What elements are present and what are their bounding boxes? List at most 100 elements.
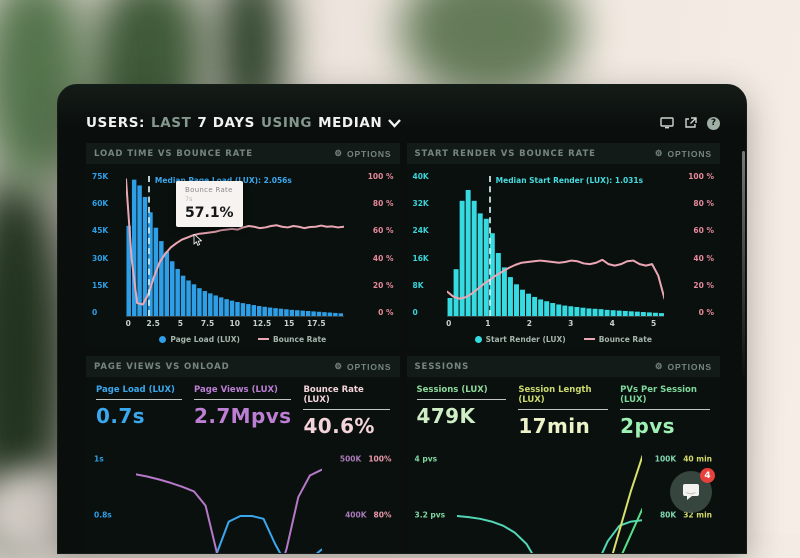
y-tick: 8K <box>412 280 424 290</box>
y-axis-right: 100 % 80 % 60 % 40 % 20 % 0 % <box>668 172 714 317</box>
y-tick: 60 % <box>693 226 714 236</box>
y-tick: 15K <box>92 280 109 290</box>
y-tick: 0.8s <box>94 510 112 520</box>
median-line <box>489 176 492 316</box>
metric: Page Load (LUX) 0.7s <box>96 385 183 438</box>
options-button[interactable]: ⚙ OPTIONS <box>334 148 392 159</box>
metric-value: 0.7s <box>96 404 145 428</box>
panel-header: PAGE VIEWS VS ONLOAD ⚙ OPTIONS <box>86 356 400 377</box>
y-tick: 16K <box>412 253 429 263</box>
display-icon[interactable] <box>659 117 674 130</box>
x-tick: 12.5 <box>252 319 272 328</box>
panel-grid: LOAD TIME VS BOUNCE RATE ⚙ OPTIONS 75K 6… <box>86 143 720 553</box>
x-tick: 5 <box>177 319 183 328</box>
y-tick-pair: 500K 100% <box>339 454 392 464</box>
help-icon[interactable]: ? <box>707 116 720 130</box>
legend-item: Page Load (LUX) <box>159 335 240 344</box>
panel-header: START RENDER VS BOUNCE RATE ⚙ OPTIONS <box>406 143 720 164</box>
x-tick: 10 <box>229 319 240 328</box>
options-button[interactable]: ⚙ OPTIONS <box>654 361 712 372</box>
x-tick: 0 <box>125 319 131 328</box>
metric-label: Page Load (LUX) <box>96 385 183 400</box>
y-tick: 75K <box>92 172 109 181</box>
chevron-down-icon[interactable] <box>388 118 402 128</box>
gear-icon: ⚙ <box>334 361 343 371</box>
y-axis-left: 40K 32K 24K 16K 8K 0 <box>413 172 443 317</box>
title-segment: USERS: <box>86 115 146 131</box>
legend-item: Bounce Rate <box>583 335 652 344</box>
y-tick: 20 % <box>372 280 394 290</box>
x-tick: 3 <box>568 319 574 328</box>
median-label: Median Page Load (LUX): 2.056s <box>154 176 292 185</box>
tooltip-sub: 7s <box>185 194 193 203</box>
gear-icon: ⚙ <box>334 148 343 158</box>
header-icons: ? <box>659 116 720 130</box>
panel-header: SESSIONS ⚙ OPTIONS <box>406 356 720 377</box>
page-title: USERS: LAST 7 DAYS USING MEDIAN <box>86 115 402 131</box>
x-tick: 5 <box>650 319 657 328</box>
chart-plot-load-time[interactable]: Median Page Load (LUX): 2.056s Bounce Ra… <box>126 172 344 317</box>
x-tick: 0 <box>446 319 452 328</box>
metric-label: Bounce Rate (LUX) <box>303 385 390 410</box>
y-tick-pair: 400K 80% <box>345 510 392 520</box>
title-segment: USING <box>260 115 313 131</box>
y-axis-left: 4 pvs 3.2 pvs 2.4 pvs 1.6 pvs <box>415 446 451 553</box>
options-button[interactable]: ⚙ OPTIONS <box>654 148 712 159</box>
sessions-svg <box>457 446 643 553</box>
y-tick: 1s <box>94 454 104 464</box>
metric-dropdown[interactable]: MEDIAN <box>318 115 383 131</box>
panel-header: LOAD TIME VS BOUNCE RATE ⚙ OPTIONS <box>86 143 400 164</box>
legend-line-swatch <box>583 337 595 340</box>
x-tick: 1 <box>485 319 491 328</box>
y-tick: 60 % <box>372 226 394 236</box>
share-icon[interactable] <box>683 117 698 130</box>
legend: Start Render (LUX) Bounce Rate <box>407 329 721 349</box>
y-tick: 60K <box>92 199 109 209</box>
x-tick: 4 <box>609 319 615 328</box>
y-axis-right: 100 % 80 % 60 % 40 % 20 % 0 % <box>348 172 394 317</box>
y-tick: 80 % <box>372 199 394 209</box>
panel-page-views: PAGE VIEWS VS ONLOAD ⚙ OPTIONS Page Load… <box>86 356 400 553</box>
options-button[interactable]: ⚙ OPTIONS <box>334 361 392 372</box>
chat-button[interactable]: 4 <box>670 468 715 513</box>
metric-value: 17min <box>518 414 591 438</box>
chart-plot-page-views[interactable] <box>136 446 322 553</box>
x-tick: 2.5 <box>146 319 160 328</box>
x-tick: 7.5 <box>200 319 215 328</box>
gear-icon: ⚙ <box>654 148 664 158</box>
y-axis-left: 75K 60K 45K 30K 15K 0 <box>92 172 122 317</box>
y-tick: 30K <box>92 253 109 263</box>
metrics-row: Sessions (LUX) 479K Session Length (LUX)… <box>407 377 721 440</box>
tooltip-title: Bounce Rate <box>185 185 233 194</box>
y-tick: 0 <box>92 307 98 317</box>
metrics-row: Page Load (LUX) 0.7s Page Views (LUX) 2.… <box>86 377 400 440</box>
y-tick-pair: 100K 40 min <box>654 454 712 464</box>
y-tick-pair: 80K 32 min <box>659 510 712 520</box>
legend-item: Bounce Rate <box>257 335 326 344</box>
y-tick: 45K <box>92 226 109 236</box>
metric: Session Length (LUX) 17min <box>518 385 609 438</box>
x-axis: 0 2.5 5 7.5 10 12.5 15 17.5 <box>86 317 400 329</box>
chart-plot-start-render[interactable]: Median Start Render (LUX): 1.031s <box>446 172 664 317</box>
x-tick: 15 <box>283 319 295 328</box>
dashboard-header: USERS: LAST 7 DAYS USING MEDIAN ? <box>86 111 720 135</box>
page-views-vs-onload-svg <box>136 446 322 553</box>
panel-load-time: LOAD TIME VS BOUNCE RATE ⚙ OPTIONS 75K 6… <box>86 143 400 349</box>
plant-leaf <box>400 0 580 100</box>
y-axis-left: 1s 0.8s 0.6s 0.4s <box>94 446 130 553</box>
cursor-pointer-icon <box>193 231 203 250</box>
chart-area: 75K 60K 45K 30K 15K 0 Median Page Load (… <box>86 164 400 317</box>
y-tick: 40K <box>412 172 429 181</box>
title-segment: 7 DAYS <box>197 115 255 131</box>
tooltip: Bounce Rate 7s 57.1% <box>176 180 243 227</box>
y-tick: 24K <box>412 226 429 236</box>
y-tick: 100 % <box>688 172 714 181</box>
y-tick: 40 % <box>693 253 714 263</box>
x-tick: 17.5 <box>307 319 326 328</box>
laptop-edge-highlight <box>742 151 745 381</box>
metric: PVs Per Session (LUX) 2pvs <box>620 385 710 438</box>
tooltip-value: 57.1% <box>185 204 234 221</box>
chart-plot-sessions[interactable] <box>457 446 643 553</box>
